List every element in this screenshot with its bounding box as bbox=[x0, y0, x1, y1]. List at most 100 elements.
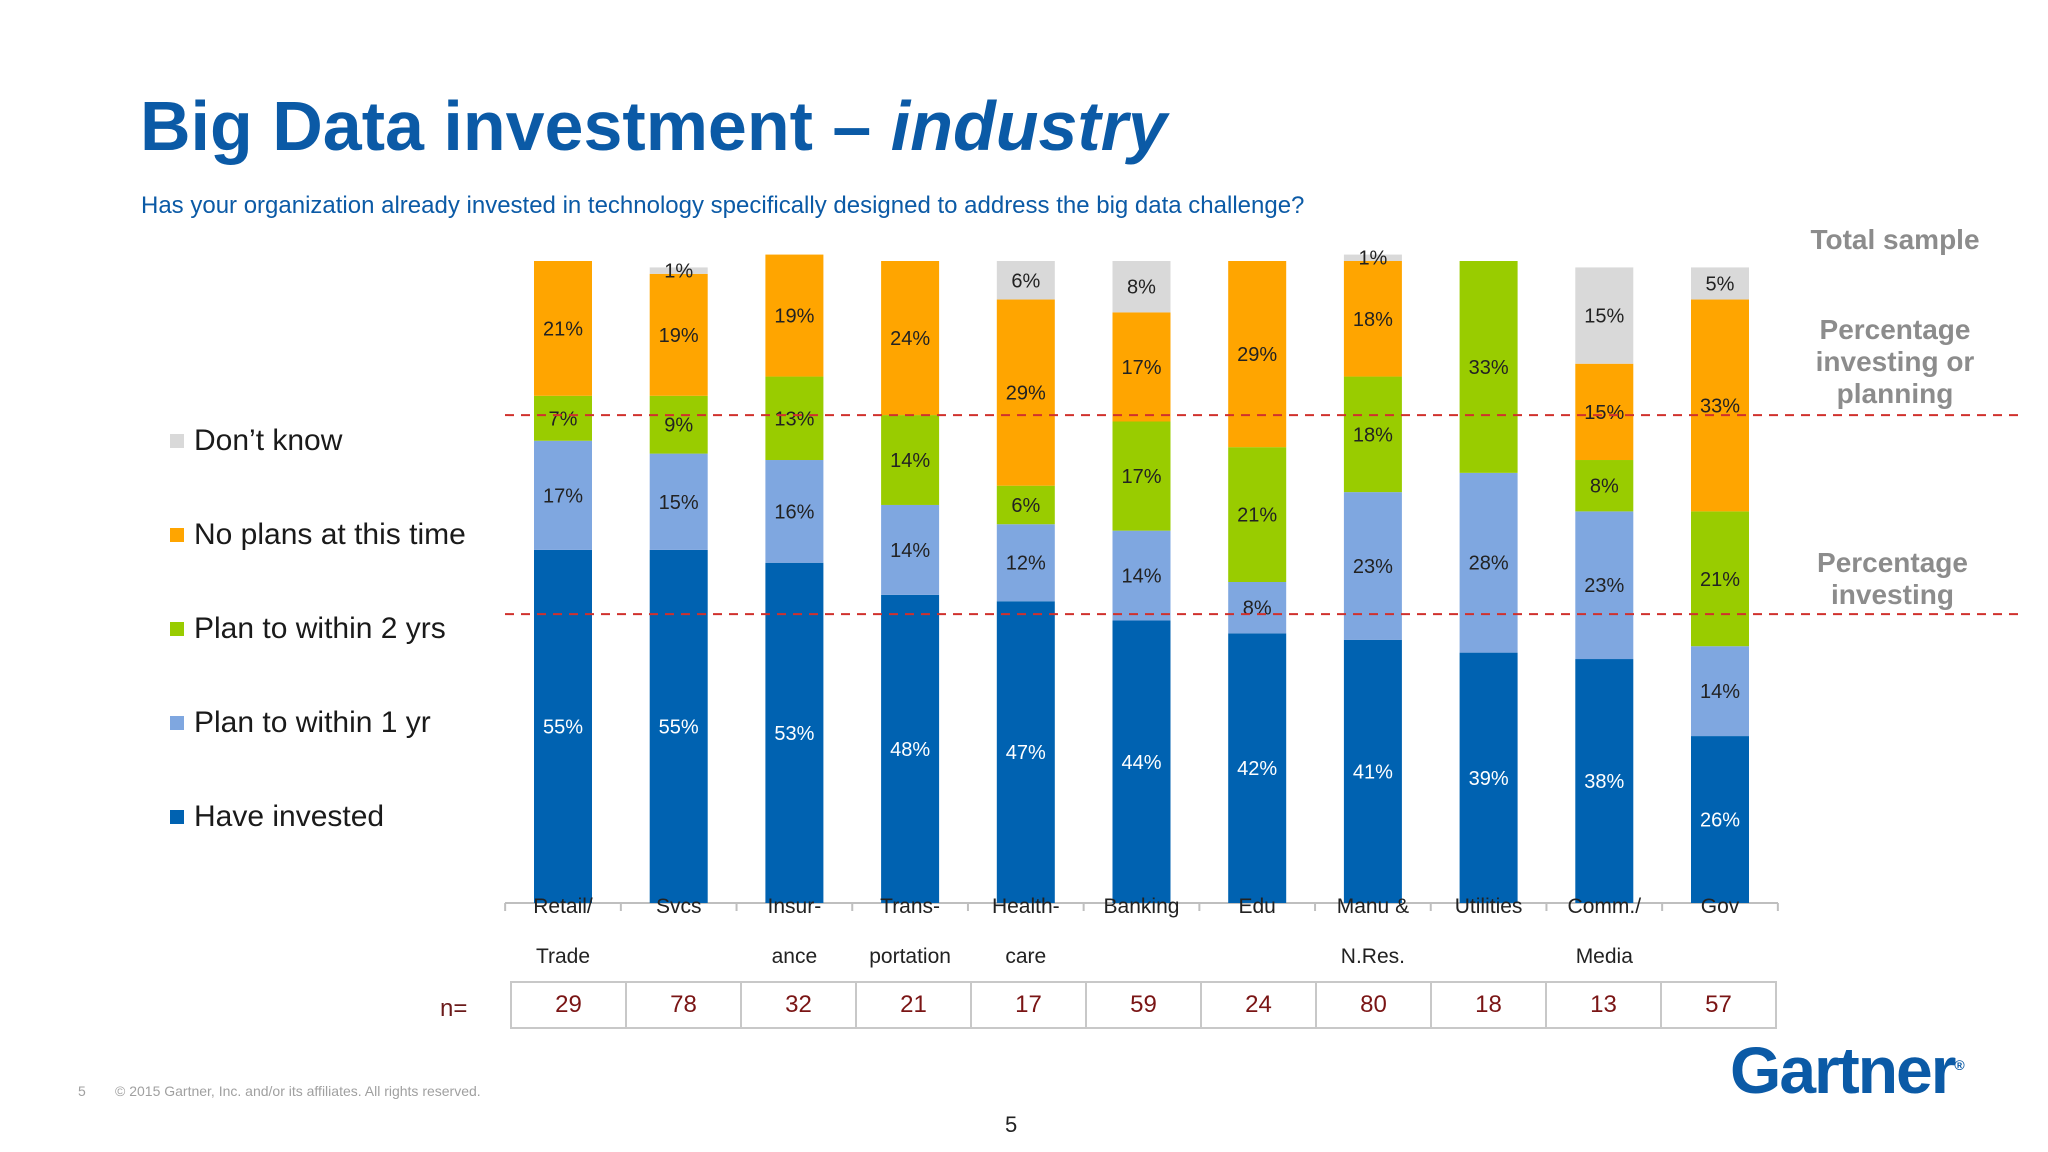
bar-segment bbox=[1228, 447, 1287, 582]
bar-segment bbox=[1691, 267, 1749, 300]
bar-segment bbox=[1575, 511, 1634, 660]
page-title: Big Data investment – industry bbox=[140, 88, 1167, 165]
legend-item: Have invested bbox=[170, 800, 384, 834]
data-label: 18% bbox=[1353, 309, 1393, 331]
legend-item: No plans at this time bbox=[170, 518, 466, 552]
data-label: 26% bbox=[1700, 810, 1740, 832]
data-label: 15% bbox=[1584, 402, 1624, 424]
bar-segment bbox=[765, 562, 824, 903]
data-label: 19% bbox=[774, 306, 814, 328]
footer-page-number: 5 bbox=[78, 1083, 86, 1099]
bar-segment bbox=[996, 601, 1055, 903]
data-label: 5% bbox=[1706, 273, 1735, 295]
sample-size-cell: 18 bbox=[1430, 981, 1547, 1029]
bar-segment bbox=[534, 440, 592, 550]
category-label: Utilities bbox=[1455, 895, 1523, 918]
data-label: 55% bbox=[659, 716, 699, 738]
bar-segment bbox=[1691, 511, 1749, 647]
category-label: portation bbox=[869, 945, 951, 968]
bar-segment bbox=[1691, 646, 1749, 737]
data-label: 18% bbox=[1353, 424, 1393, 446]
bar-segment bbox=[534, 395, 592, 441]
sample-size-cell: 32 bbox=[740, 981, 857, 1029]
legend-swatch bbox=[170, 434, 184, 448]
bar-segment bbox=[1228, 633, 1287, 903]
data-label: 17% bbox=[1121, 357, 1161, 379]
legend-swatch bbox=[170, 528, 184, 542]
category-label: Trans- bbox=[880, 895, 940, 918]
category-label: Trade bbox=[536, 945, 590, 968]
bar-segment bbox=[1343, 639, 1402, 903]
legend-label: Plan to within 2 yrs bbox=[194, 612, 446, 645]
bar-segment bbox=[1112, 261, 1171, 313]
bar-segment bbox=[649, 273, 708, 396]
category-label: Manu & bbox=[1337, 895, 1409, 918]
data-label: 14% bbox=[890, 540, 930, 562]
bar-segment bbox=[996, 299, 1055, 486]
category-label: Retail/ bbox=[533, 895, 593, 918]
logo-registered-mark: ® bbox=[1954, 1057, 1965, 1073]
slide-number: 5 bbox=[1005, 1112, 1018, 1137]
bar-segment bbox=[1112, 312, 1171, 422]
category-label: Gov bbox=[1701, 895, 1740, 918]
bar-segment bbox=[996, 261, 1055, 300]
data-label: 12% bbox=[1006, 553, 1046, 575]
data-label: 19% bbox=[659, 325, 699, 347]
data-label: 17% bbox=[543, 485, 583, 507]
bar-segment bbox=[881, 261, 940, 416]
data-label: 8% bbox=[1243, 598, 1272, 620]
bar-segment bbox=[1459, 472, 1518, 653]
data-label: 41% bbox=[1353, 761, 1393, 783]
bar-segment bbox=[1343, 376, 1402, 493]
data-label: 21% bbox=[1237, 505, 1277, 527]
bar-segment bbox=[1691, 736, 1749, 903]
data-label: 6% bbox=[1011, 495, 1040, 517]
bar-segment bbox=[1575, 659, 1634, 903]
label-total-sample: Total sample bbox=[1810, 224, 1980, 255]
legend-label: Plan to within 1 yr bbox=[194, 706, 431, 739]
data-label: 33% bbox=[1469, 357, 1509, 379]
bar-segment bbox=[1228, 261, 1287, 448]
label-investing: Percentage investing bbox=[1817, 547, 1968, 610]
bar-segment bbox=[1691, 299, 1749, 512]
bar-segment bbox=[1575, 363, 1634, 461]
data-label: 14% bbox=[890, 450, 930, 472]
legend-label: Don’t know bbox=[194, 424, 343, 457]
bar-segment bbox=[1343, 261, 1402, 377]
data-label: 44% bbox=[1121, 752, 1161, 774]
data-label: 6% bbox=[1011, 270, 1040, 292]
data-label: 7% bbox=[549, 408, 578, 430]
bar-segment bbox=[881, 504, 940, 595]
bar-segment bbox=[534, 549, 592, 903]
sample-size-cell: 21 bbox=[855, 981, 972, 1029]
data-label: 23% bbox=[1353, 556, 1393, 578]
sample-size-cell: 29 bbox=[510, 981, 627, 1029]
data-label: 8% bbox=[1127, 277, 1156, 299]
bar-segment bbox=[881, 415, 940, 505]
data-label: 21% bbox=[1700, 569, 1740, 591]
category-label: ance bbox=[772, 945, 818, 968]
bar-segment bbox=[1112, 530, 1171, 621]
data-label: 28% bbox=[1469, 553, 1509, 575]
data-label: 1% bbox=[664, 260, 693, 282]
bar-segment bbox=[649, 267, 708, 274]
sample-size-cell: 24 bbox=[1200, 981, 1317, 1029]
data-label: 15% bbox=[1584, 306, 1624, 328]
legend-label: Have invested bbox=[194, 800, 385, 833]
bar-segment bbox=[1575, 460, 1634, 512]
data-label: 23% bbox=[1584, 575, 1624, 597]
data-label: 29% bbox=[1237, 344, 1277, 366]
data-label: 17% bbox=[1121, 466, 1161, 488]
bar-segment bbox=[1575, 267, 1634, 364]
data-label: 8% bbox=[1590, 476, 1619, 498]
title-main: Big Data investment – bbox=[140, 87, 891, 165]
footer-copyright: © 2015 Gartner, Inc. and/or its affiliat… bbox=[115, 1083, 481, 1099]
category-label: Banking bbox=[1104, 895, 1180, 918]
bar-segment bbox=[649, 395, 708, 454]
data-label: 33% bbox=[1700, 395, 1740, 417]
sample-size-table: 29 78 32 21 17 59 24 80 18 13 57 bbox=[510, 981, 1777, 1029]
data-label: 42% bbox=[1237, 758, 1277, 780]
data-label: 53% bbox=[774, 723, 814, 745]
sample-size-cell: 57 bbox=[1660, 981, 1777, 1029]
